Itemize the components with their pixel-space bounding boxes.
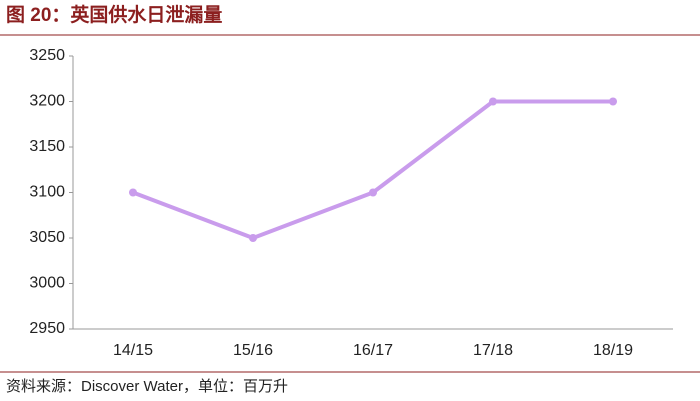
x-tick-label: 14/15 [113, 342, 153, 359]
y-tick-label: 3100 [29, 184, 65, 201]
data-point [129, 188, 137, 197]
data-point [249, 234, 257, 242]
y-tick-label: 3150 [29, 138, 65, 155]
x-tick-label: 16/17 [353, 342, 393, 359]
y-tick-label: 2950 [29, 320, 65, 337]
source-note: 资料来源：Discover Water，单位：百万升 [6, 378, 288, 395]
y-tick-label: 3050 [29, 229, 65, 246]
y-tick-label: 3200 [29, 93, 65, 110]
data-point [369, 188, 377, 197]
y-tick-label: 3000 [29, 275, 65, 292]
data-point [609, 97, 617, 106]
x-tick-label: 18/19 [593, 342, 633, 359]
x-tick-label: 17/18 [473, 342, 513, 359]
data-line [132, 99, 613, 240]
x-tick-label: 15/16 [233, 342, 273, 359]
data-point [489, 97, 497, 106]
y-tick-label: 3250 [29, 47, 65, 64]
chart-title: 图 20：英国供水日泄漏量 [6, 3, 222, 26]
